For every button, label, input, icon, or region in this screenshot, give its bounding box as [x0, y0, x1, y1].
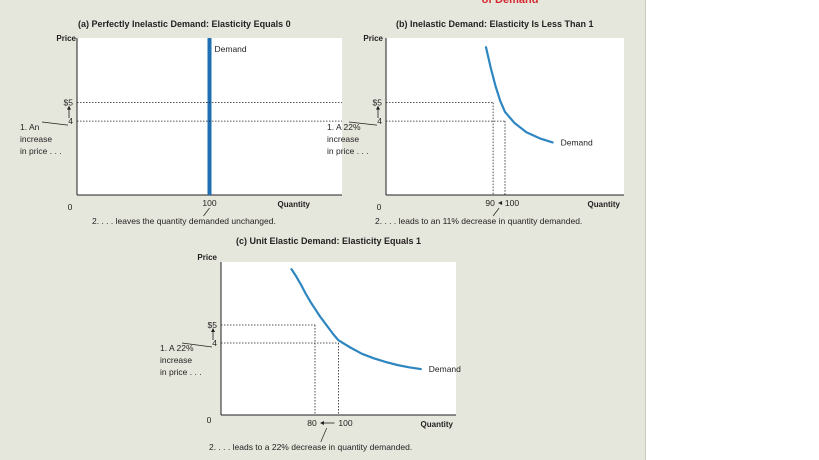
chart-c-price-note-line: increase: [160, 355, 192, 365]
chart-c-x-label: Quantity: [421, 420, 454, 429]
chart-a-price-note-leader: [41, 121, 69, 126]
chart-a-price-arrow-head: [67, 105, 71, 110]
chart-c-series-label: Demand: [429, 364, 461, 374]
chart-b-xtick-1: 90: [485, 198, 495, 208]
chart-a-ytick-4: 4: [68, 116, 73, 126]
page-header-fragment: of Demand: [482, 0, 539, 6]
chart-b-qty-arrow-head: [498, 201, 503, 205]
chart-a-title: (a) Perfectly Inelastic Demand: Elastici…: [78, 19, 291, 29]
chart-b-price-arrow-head: [376, 105, 380, 110]
chart-a-y-label: Price: [56, 34, 76, 43]
chart-c-price-note-line: 1. A 22%: [160, 343, 194, 353]
chart-b-quantity-note: 2. . . . leads to an 11% decrease in qua…: [375, 216, 582, 226]
chart-c-price-note-line: in price . . .: [160, 367, 202, 377]
chart-b-y-label: Price: [363, 34, 383, 43]
chart-b-price-note-line: 1. A 22%: [327, 122, 361, 132]
chart-b-quantity-note-leader: [492, 207, 500, 217]
chart-c-xtick-1: 80: [307, 418, 317, 428]
chart-a-ytick-5: $5: [64, 98, 74, 108]
chart-b-price-note-leader: [348, 121, 378, 126]
chart-c-ytick-4: 4: [212, 338, 217, 348]
chart-b-xtick-2: 100: [505, 198, 519, 208]
chart-b-x-label: Quantity: [588, 200, 621, 209]
chart-a-quantity-note: 2. . . . leaves the quantity demanded un…: [92, 216, 276, 226]
chart-a-series-label: Demand: [215, 44, 247, 54]
chart-c-demand-curve: [290, 268, 422, 371]
chart-c-origin-label: 0: [207, 415, 212, 425]
chart-a-x-label: Quantity: [278, 200, 311, 209]
chart-b-origin-label: 0: [377, 202, 382, 212]
chart-a-origin-label: 0: [68, 202, 73, 212]
chart-b-title: (b) Inelastic Demand: Elasticity Is Less…: [396, 19, 594, 29]
chart-b-ytick-4: 4: [377, 116, 382, 126]
chart-c-qty-arrow-head: [320, 421, 324, 425]
chart-c-quantity-note-leader: [320, 427, 328, 443]
chart-c-xtick-2: 100: [338, 418, 352, 428]
chart-c-price-arrow-head: [211, 328, 215, 332]
chart-a-quantity-note-leader: [203, 207, 210, 217]
chart-a-demand-line: [207, 38, 212, 195]
chart-c-quantity-note: 2. . . . leads to a 22% decrease in quan…: [209, 442, 412, 452]
chart-b-price-note-line: in price . . .: [327, 146, 369, 156]
chart-b-ytick-5: $5: [373, 98, 383, 108]
chart-a-price-note-line: 1. An: [20, 122, 40, 132]
chart-a-price-note-line: increase: [20, 134, 52, 144]
chart-c-price-note-leader: [181, 342, 213, 348]
chart-c-ytick-5: $5: [208, 320, 218, 330]
chart-a-price-note-line: in price . . .: [20, 146, 62, 156]
chart-c-title: (c) Unit Elastic Demand: Elasticity Equa…: [236, 236, 421, 246]
chart-b-series-label: Demand: [561, 137, 593, 147]
chart-a-xtick: 100: [202, 198, 216, 208]
chart-b-demand-curve: [484, 46, 554, 144]
chart-b-price-note-line: increase: [327, 134, 359, 144]
chart-b-plot-area: [386, 38, 624, 195]
chart-c-y-label: Price: [197, 253, 217, 262]
